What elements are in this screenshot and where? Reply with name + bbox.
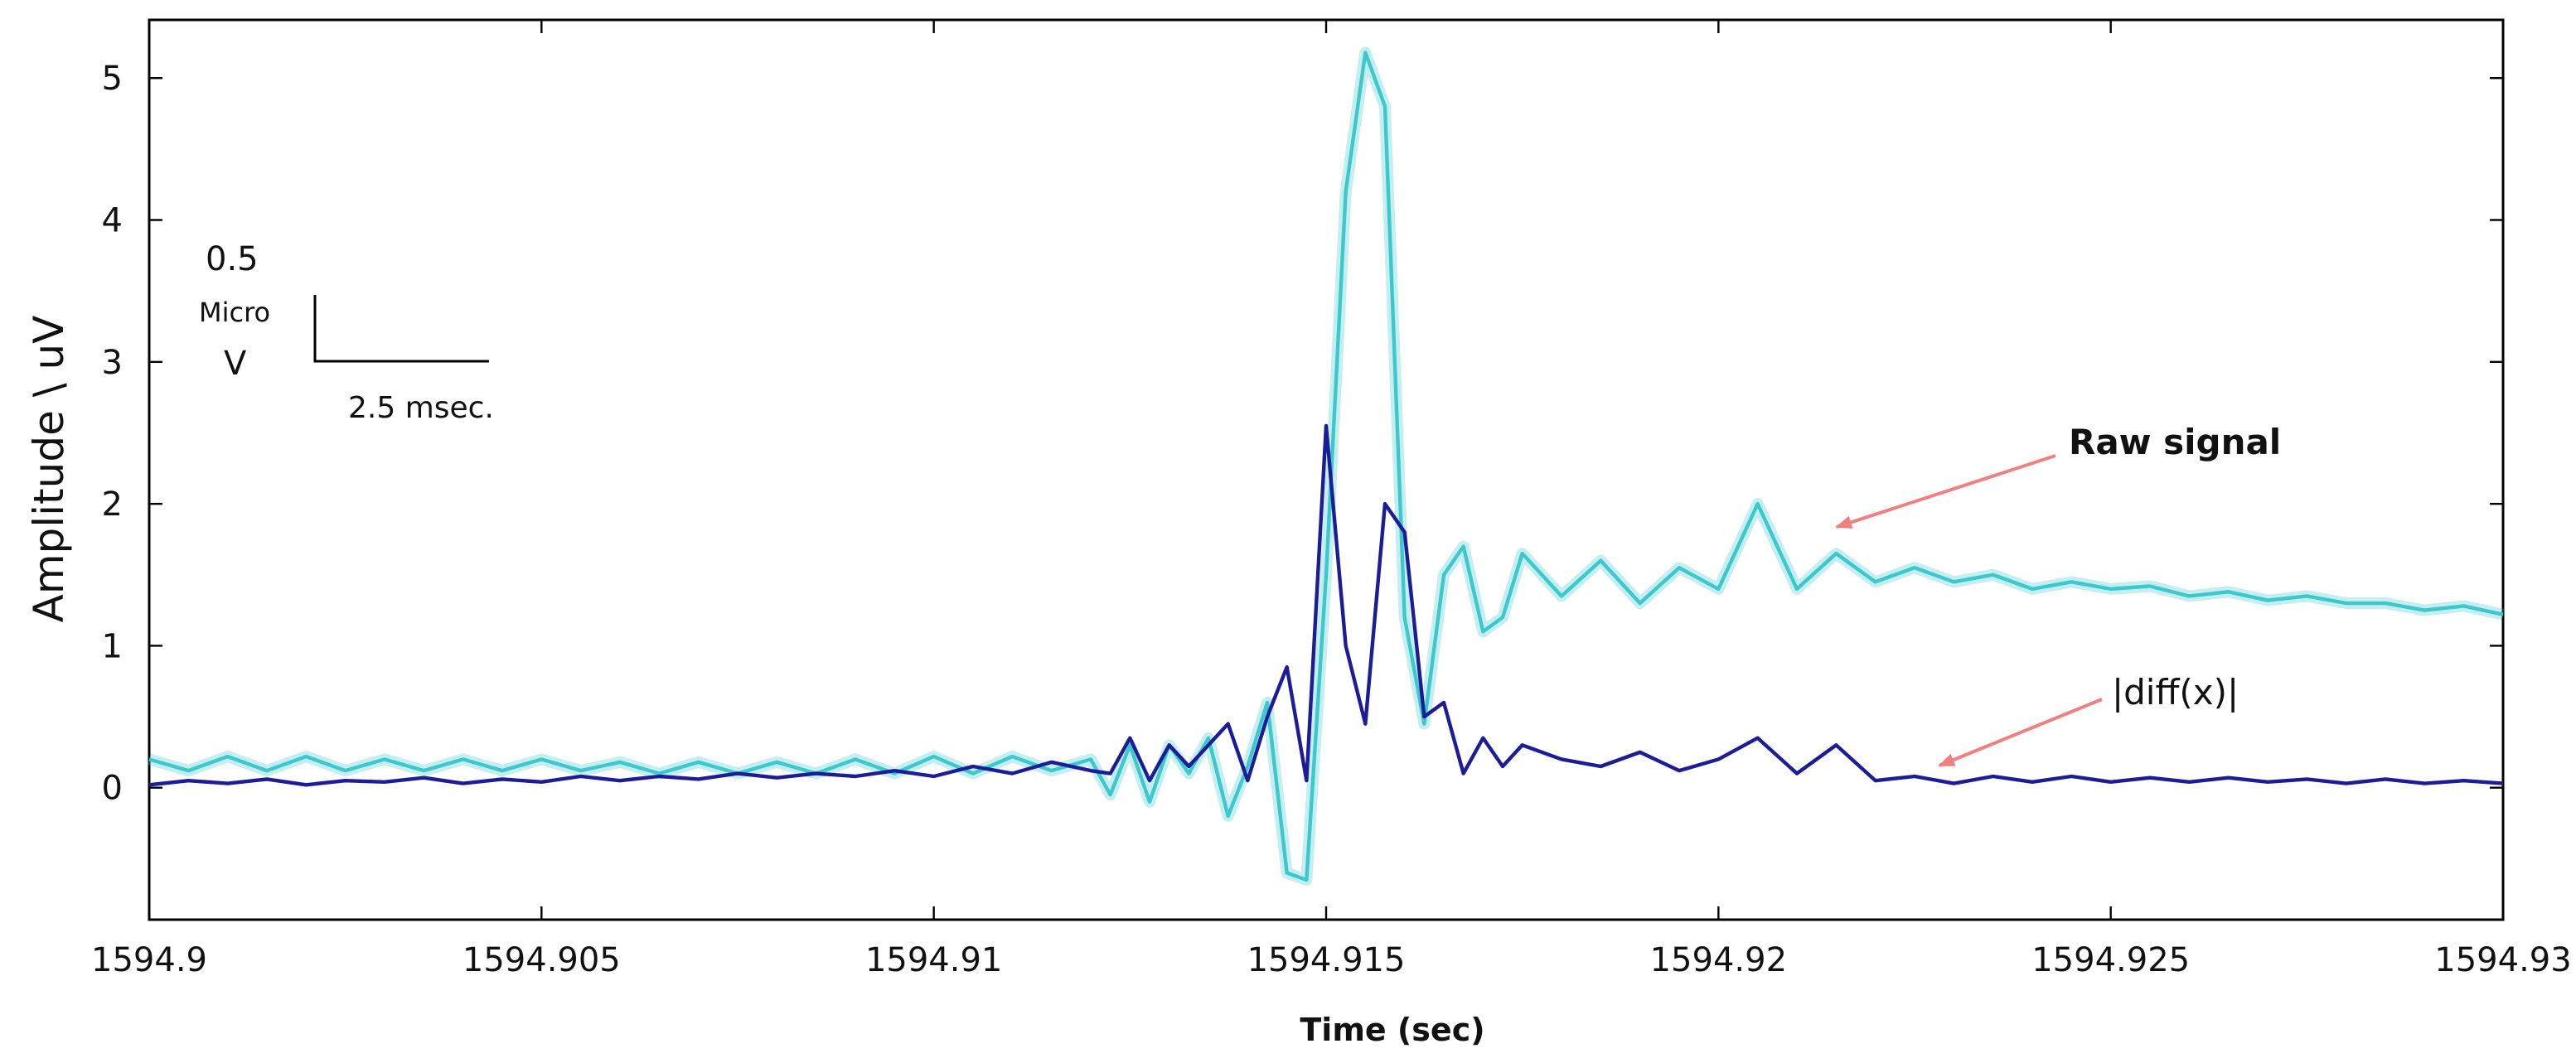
scale-bar-label: 0.5 — [206, 240, 259, 278]
y-axis-label: Amplitude \ uV — [25, 316, 73, 623]
y-tick-label: 0 — [102, 770, 123, 808]
series-line — [148, 51, 2504, 882]
y-tick-label: 5 — [102, 60, 123, 98]
series-line — [148, 423, 2504, 787]
annotation: Raw signal — [2069, 422, 2281, 462]
x-tick-label: 1594.925 — [2031, 941, 2190, 979]
y-tick-label: 4 — [102, 202, 123, 240]
y-tick-label: 3 — [102, 344, 123, 382]
scale-bar-label: V — [224, 345, 247, 383]
x-axis-label: Time (sec) — [1300, 1012, 1484, 1048]
scale-bar-label: 2.5 msec. — [348, 391, 494, 425]
annotation-arrow — [1835, 454, 2056, 529]
x-tick-label: 1594.9 — [91, 941, 207, 979]
scale-bar-label: Micro — [199, 297, 270, 328]
scale-bar — [313, 295, 489, 363]
x-tick-label: 1594.905 — [462, 941, 621, 979]
x-tick-label: 1594.91 — [865, 941, 1002, 979]
x-tick-label: 1594.92 — [1650, 941, 1787, 979]
x-tick-label: 1594.93 — [2434, 941, 2571, 979]
annotation-arrow — [1938, 698, 2103, 767]
x-tick-label: 1594.915 — [1247, 941, 1406, 979]
y-tick-label: 2 — [102, 486, 123, 524]
annotation: |diff(x)| — [2112, 672, 2239, 713]
y-tick-label: 1 — [102, 627, 123, 665]
series-glow — [148, 46, 2505, 887]
